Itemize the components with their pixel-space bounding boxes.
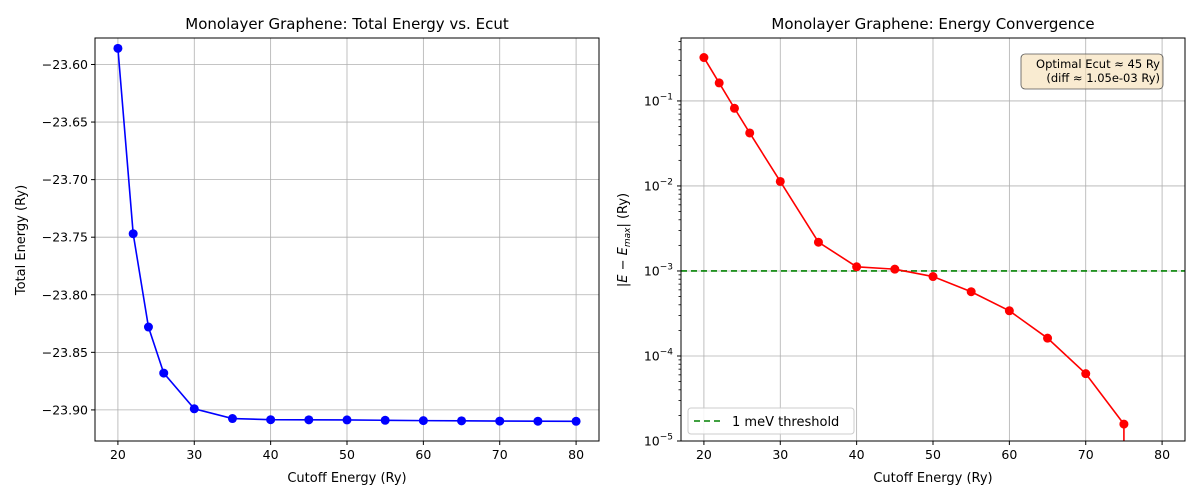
- x-tick-label-right: 70: [1078, 447, 1094, 462]
- data-point-energy-diff: [813, 237, 823, 247]
- data-point-energy-diff: [729, 103, 739, 113]
- chart-total-energy: Monolayer Graphene: Total Energy vs. Ecu…: [14, 15, 600, 486]
- x-tick-label-left: 40: [263, 447, 279, 462]
- y-tick-label-left: −23.85: [42, 345, 88, 360]
- y-tick-label-right: 10−5: [644, 433, 673, 449]
- x-tick-label-right: 50: [925, 447, 941, 462]
- x-tick-label-left: 20: [110, 447, 126, 462]
- y-axis-label-right-main: |E − E: [616, 246, 631, 287]
- x-tick-label-left: 30: [186, 447, 202, 462]
- y-tick-label-left: −23.75: [42, 230, 88, 245]
- data-point-energy-diff: [1043, 333, 1053, 343]
- x-tick-label-right: 40: [849, 447, 865, 462]
- y-tick-label-right: 10−3: [644, 262, 673, 278]
- markers-left: [113, 43, 581, 426]
- legend: 1 meV threshold: [687, 407, 855, 435]
- data-point-energy-diff: [714, 78, 724, 88]
- grid-left: [95, 38, 599, 441]
- x-tick-label-left: 50: [339, 447, 355, 462]
- x-tick-label-right: 60: [1001, 447, 1017, 462]
- chart-title-left: Monolayer Graphene: Total Energy vs. Ecu…: [185, 15, 509, 33]
- annotation-box: Optimal Ecut ≈ 45 Ry (diff ≈ 1.05e-03 Ry…: [1020, 53, 1164, 90]
- x-tick-label-right: 80: [1154, 447, 1170, 462]
- data-point-total-energy: [113, 43, 123, 53]
- y-tick-label-left: −23.80: [42, 287, 88, 302]
- data-point-total-energy: [266, 415, 276, 425]
- data-point-total-energy: [495, 416, 505, 426]
- y-tick-label-right: 10−4: [644, 347, 673, 363]
- data-point-total-energy: [227, 414, 237, 424]
- series-line-energy-diff: [703, 57, 1125, 425]
- data-point-total-energy: [159, 368, 169, 378]
- y-axis-label-right: |E − Emax| (Ry): [616, 193, 633, 287]
- x-axis-label-right: Cutoff Energy (Ry): [873, 471, 992, 486]
- y-tick-label-left: −23.70: [42, 172, 88, 187]
- data-point-total-energy: [342, 415, 352, 425]
- legend-box: [687, 407, 855, 435]
- chart-energy-convergence: Monolayer Graphene: Energy Convergence 2…: [616, 15, 1186, 486]
- data-point-total-energy: [571, 416, 581, 426]
- data-point-total-energy: [143, 322, 153, 332]
- y-tick-label-left: −23.90: [42, 402, 88, 417]
- data-point-total-energy: [418, 416, 428, 426]
- chart-title-right: Monolayer Graphene: Energy Convergence: [771, 15, 1094, 33]
- data-point-total-energy: [304, 415, 314, 425]
- data-point-energy-diff: [1004, 306, 1014, 316]
- annotation-line-2: (diff ≈ 1.05e-03 Ry): [1046, 71, 1160, 85]
- data-point-total-energy: [128, 229, 138, 239]
- x-tick-label-right: 20: [696, 447, 712, 462]
- y-axis-label-right-tail: | (Ry): [616, 193, 631, 228]
- y-tick-label-left: −23.60: [42, 57, 88, 72]
- x-tick-label-left: 80: [568, 447, 584, 462]
- y-tick-label-right: 10−2: [644, 177, 673, 193]
- annotation-background: [1020, 53, 1164, 90]
- data-point-energy-diff: [775, 176, 785, 186]
- data-point-total-energy: [533, 416, 543, 426]
- x-tick-label-right: 30: [772, 447, 788, 462]
- markers-right: [699, 53, 1129, 441]
- ticks-right: 20 30 40 50 60 70 80 10−5 10−4 10−3 10−2 10−1: [644, 41, 1170, 462]
- y-axis-label-left: Total Energy (Ry): [14, 185, 29, 296]
- data-point-energy-diff: [1081, 369, 1091, 379]
- y-axis-label-right-sub: max: [623, 227, 633, 247]
- grid-right: [681, 38, 1185, 442]
- data-point-energy-diff: [699, 53, 709, 63]
- data-point-energy-diff: [890, 264, 900, 274]
- data-point-energy-diff: [928, 272, 938, 282]
- x-tick-label-left: 70: [492, 447, 508, 462]
- data-point-total-energy: [457, 416, 467, 426]
- y-tick-label-left: −23.65: [42, 115, 88, 130]
- x-axis-label-left: Cutoff Energy (Ry): [287, 471, 406, 486]
- ticks-left: 20 30 40 50 60 70 80 −23.60 −23.65 −23.70 −23.75 −2…: [42, 57, 584, 462]
- data-point-energy-diff: [745, 128, 755, 138]
- y-tick-label-right: 10−1: [644, 92, 673, 108]
- data-point-total-energy: [380, 415, 390, 425]
- data-point-total-energy: [189, 404, 199, 414]
- annotation-line-1: Optimal Ecut ≈ 45 Ry: [1036, 57, 1160, 71]
- legend-label: 1 meV threshold: [732, 415, 839, 430]
- x-tick-label-left: 60: [415, 447, 431, 462]
- data-point-energy-diff: [966, 287, 976, 297]
- data-point-energy-diff: [852, 262, 862, 272]
